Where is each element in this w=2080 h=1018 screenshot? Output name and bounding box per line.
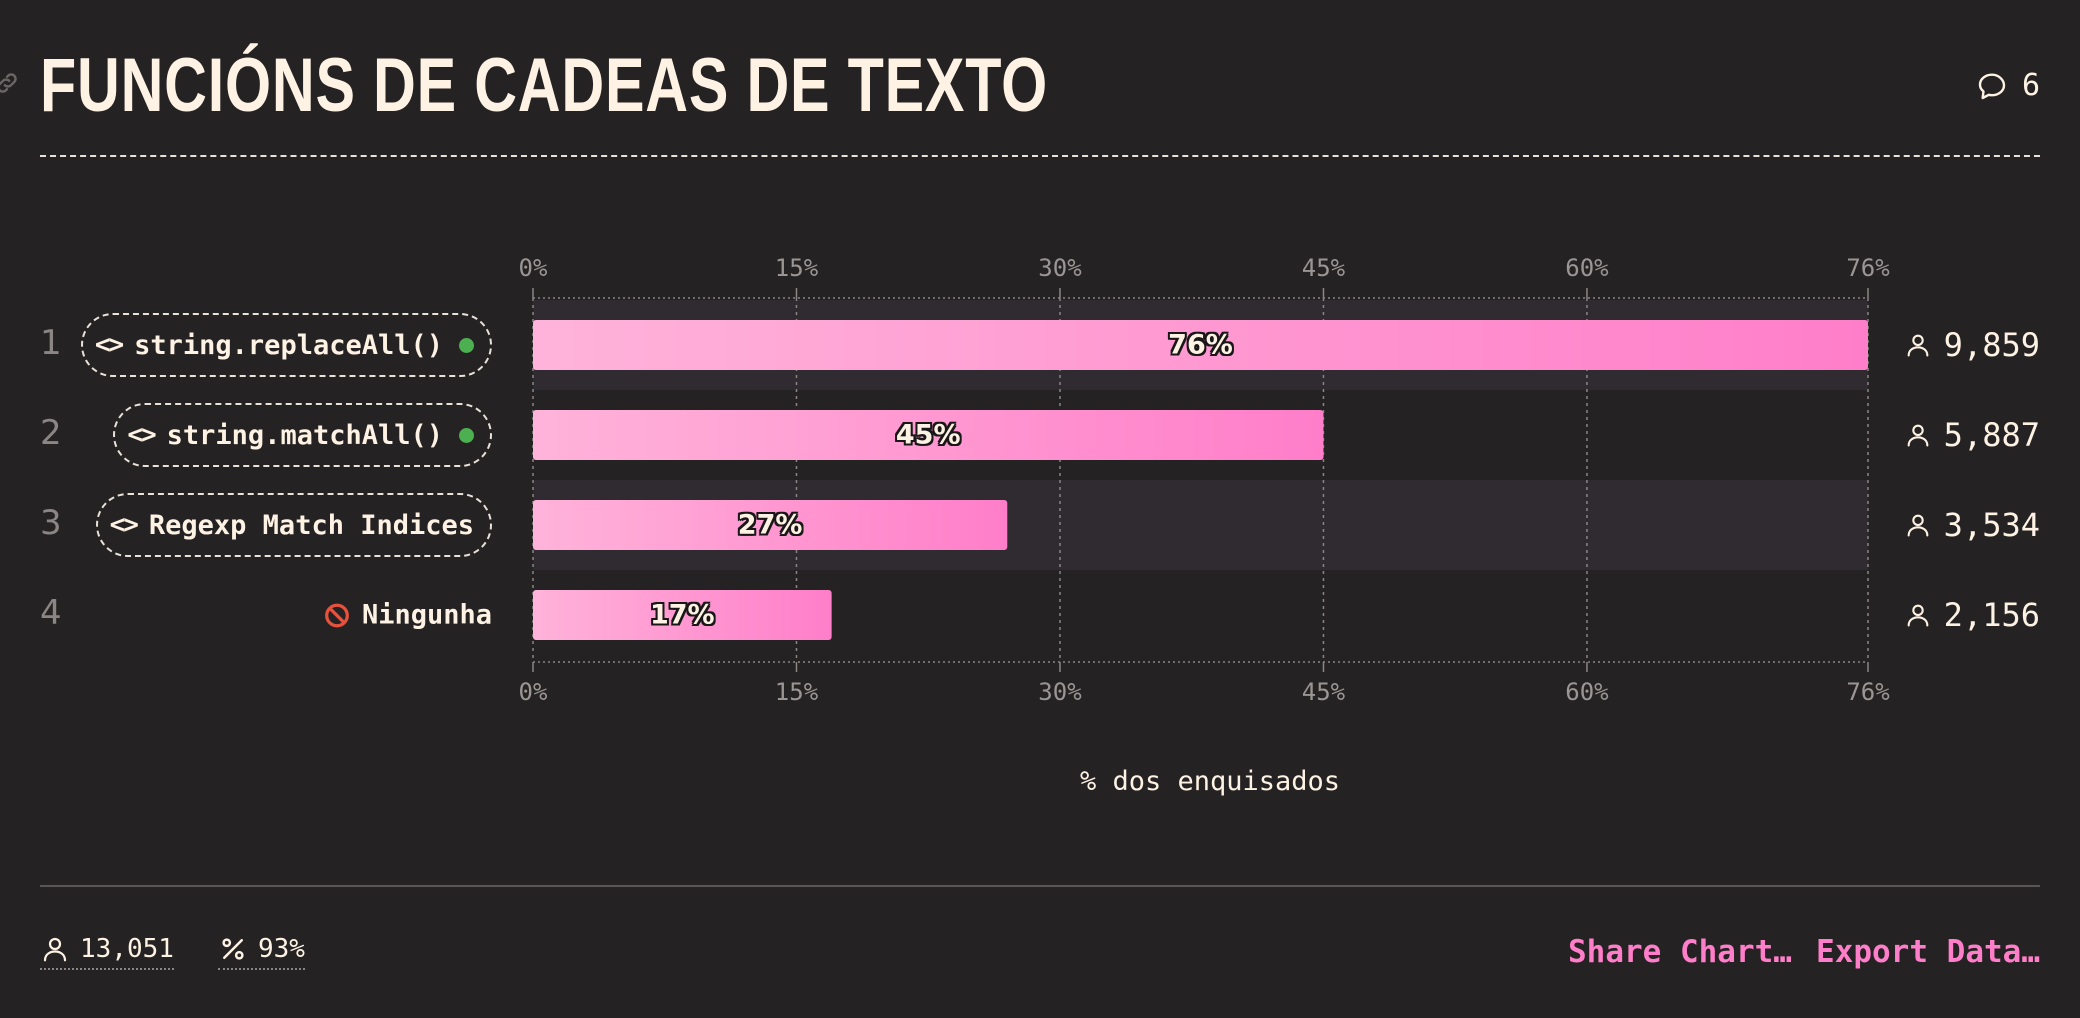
title-divider [40,155,2040,157]
bar-value-label: 45% [895,419,961,451]
item-label-text: string.replaceAll() [134,329,443,361]
bar [533,500,1008,550]
code-icon: <> [109,510,139,540]
x-tick-label-bottom: 15% [774,678,819,706]
chart-title: FUNCIÓNS DE CADEAS DE TEXTO [40,43,1049,128]
x-axis-title: % dos enquisados [1079,766,1341,797]
respondent-count: 3,534 [1904,506,2040,544]
x-tick-label-top: 45% [1301,254,1346,282]
share-chart-button[interactable]: Share Chart… [1568,934,1792,970]
completion-percent[interactable]: 93% [218,934,305,970]
row-rank: 3 [40,503,62,543]
bar-value-label: 27% [737,509,803,541]
row-rank: 1 [40,323,62,363]
respondent-count-value: 2,156 [1943,596,2040,634]
row-rank: 2 [40,413,62,453]
respondent-count-value: 3,534 [1943,506,2040,544]
user-icon [1907,334,1929,357]
user-icon [1907,514,1929,537]
comments-count: 6 [2021,68,2040,103]
x-tick-label-top: 30% [1038,254,1082,282]
item-label[interactable]: <> string.matchAll() [113,403,492,467]
bar-value-label: 17% [649,599,715,631]
user-icon [43,937,67,962]
percent-icon [222,938,244,960]
code-icon: <> [94,330,124,360]
percent-value: 93% [258,934,305,964]
status-dot [459,427,474,443]
comments-button[interactable]: 6 [1976,68,2040,103]
link-icon[interactable] [0,70,20,96]
row-rank: 4 [40,593,62,633]
item-label[interactable]: <> Regexp Match Indices [95,493,492,557]
x-tick-label-bottom: 76% [1846,678,1890,706]
x-tick-label-top: 76% [1846,254,1890,282]
x-tick-label-bottom: 30% [1038,678,1082,706]
total-respondents[interactable]: 13,051 [40,934,174,970]
user-icon [1907,604,1929,627]
export-data-button[interactable]: Export Data… [1816,934,2040,970]
x-tick-label-top: 60% [1565,254,1609,282]
item-label[interactable]: <> string.replaceAll() [80,313,492,377]
user-icon [1907,424,1929,447]
footer-divider [40,885,2040,887]
respondent-count: 9,859 [1904,326,2040,364]
bar [533,590,832,640]
respondents-value: 13,051 [80,934,174,964]
comment-icon [1978,72,2006,99]
respondent-count: 5,887 [1904,416,2040,454]
bar [533,410,1324,460]
code-icon: <> [127,420,156,450]
item-label-text: Regexp Match Indices [148,509,474,541]
x-tick-label-top: 0% [518,254,548,282]
x-tick-label-bottom: 45% [1301,678,1346,706]
respondent-count: 2,156 [1904,596,2040,634]
x-tick-label-bottom: 0% [518,678,548,706]
status-dot [459,337,474,353]
no-entry-icon [325,603,349,627]
bar [533,320,1868,370]
item-label-text: Ningunha [361,599,492,631]
x-tick-label-bottom: 60% [1565,678,1609,706]
respondent-count-value: 9,859 [1943,326,2040,364]
x-tick-label-top: 15% [774,254,819,282]
respondent-count-value: 5,887 [1943,416,2040,454]
item-label-text: string.matchAll() [166,419,443,451]
item-label[interactable]: Ningunha [324,600,492,631]
bar-value-label: 76% [1168,329,1233,361]
